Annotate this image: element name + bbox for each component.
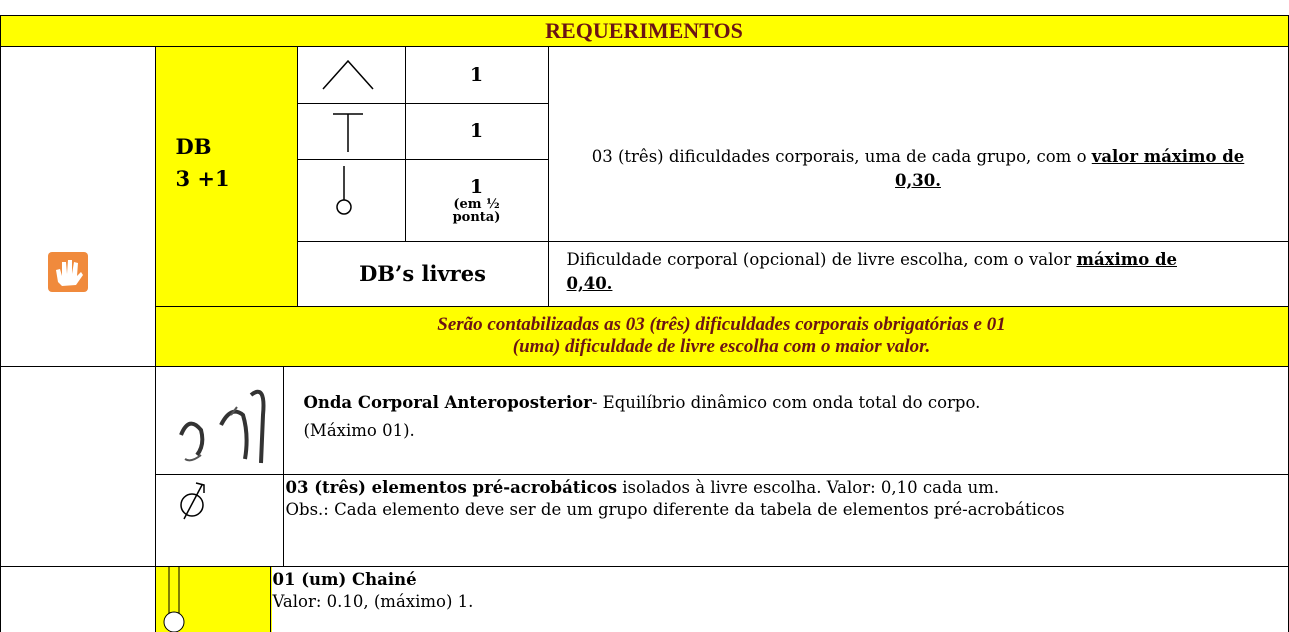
value: 1 xyxy=(469,120,484,142)
element-text: Onda Corporal Anteroposterior- Equilíbri… xyxy=(282,365,1289,475)
free-text-cell: Dificuldade corporal (opcional) de livre… xyxy=(547,240,1289,307)
value: 1 xyxy=(469,176,484,198)
db-count: 3 +1 xyxy=(175,165,230,191)
description-emphasis: valor máximo de 0,30. xyxy=(895,146,1245,190)
symbol-cell xyxy=(296,158,406,242)
value: 1 xyxy=(469,63,484,86)
rotation-symbol xyxy=(335,165,352,215)
note-cell: Serão contabilizadas as 03 (três) dificu… xyxy=(154,305,1289,367)
value-note: (em ½ ponta) xyxy=(452,197,501,225)
image-cell xyxy=(154,365,284,475)
empty-cell xyxy=(0,565,156,632)
chaine-symbol xyxy=(155,566,272,632)
value-cell: 1 xyxy=(404,45,549,104)
element-body: Valor: 0.10, (máximo) 1. xyxy=(272,591,474,611)
table-title: REQUERIMENTOS xyxy=(0,14,1289,47)
db-cell: DB 3 +1 xyxy=(154,45,298,307)
free-text: Dificuldade corporal (opcional) de livre… xyxy=(566,249,1072,269)
element-title: 03 (três) elementos pré-acrobáticos xyxy=(285,477,618,497)
empty-cell xyxy=(0,365,156,567)
acro-symbol xyxy=(179,481,205,519)
db-label: DB xyxy=(175,133,212,159)
note: Serão contabilizadas as 03 (três) dificu… xyxy=(437,314,1006,357)
db-description: 03 (três) dificuldades corporais, uma de… xyxy=(547,45,1289,242)
free-label: DB’s livres xyxy=(359,261,486,286)
element-body: isolados à livre escolha. Valor: 0,10 ca… xyxy=(622,477,1000,497)
element-title: 01 (um) Chainé xyxy=(272,569,417,589)
hand-icon xyxy=(47,251,88,292)
jump-symbol xyxy=(332,112,363,152)
element-text: 01 (um) Chainé Valor: 0.10, (máximo) 1. xyxy=(269,565,1289,632)
value-cell: 1 xyxy=(404,102,549,160)
image-cell xyxy=(154,473,284,567)
element-body: - Equilíbrio dinâmico com onda total do … xyxy=(303,392,981,440)
free-label-cell: DB’s livres xyxy=(296,240,549,307)
balance-symbol xyxy=(321,59,374,89)
element-title: Onda Corporal Anteroposterior xyxy=(303,392,592,412)
element-obs: Obs.: Cada elemento deve ser de um grupo… xyxy=(285,499,1065,519)
free-emphasis: máximo de 0,40. xyxy=(566,249,1177,293)
element-text: 03 (três) elementos pré-acrobáticos isol… xyxy=(282,473,1289,567)
wave-figure xyxy=(178,389,265,463)
image-cell xyxy=(154,565,272,632)
symbol-cell xyxy=(296,45,406,104)
icon-cell xyxy=(0,45,156,367)
value-cell: 1 (em ½ ponta) xyxy=(404,158,549,242)
symbol-cell xyxy=(296,102,406,160)
description: 03 (três) dificuldades corporais, uma de… xyxy=(591,146,1087,166)
